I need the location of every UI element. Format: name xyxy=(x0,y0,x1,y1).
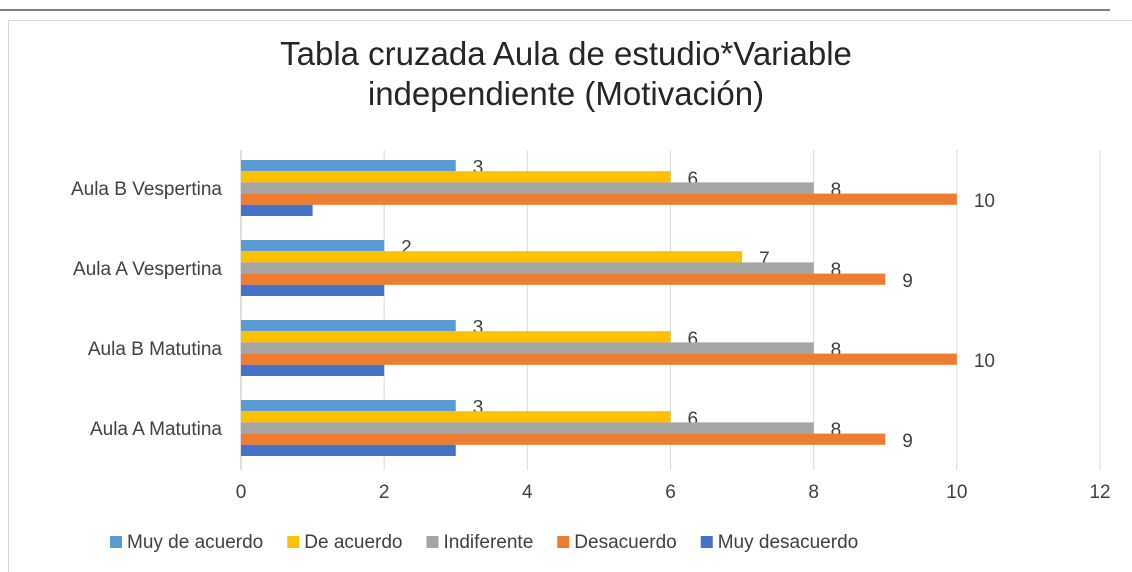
bar xyxy=(241,284,385,296)
x-tick-label: 8 xyxy=(808,482,819,503)
data-label: 3 xyxy=(473,398,484,419)
data-label: 10 xyxy=(974,191,995,212)
legend-swatch xyxy=(110,536,122,548)
x-tick-label: 4 xyxy=(522,482,533,503)
bar xyxy=(241,320,456,332)
legend-label: Desacuerdo xyxy=(574,532,676,553)
bar xyxy=(241,182,814,194)
x-tick-label: 0 xyxy=(236,482,247,503)
bar xyxy=(241,262,814,274)
legend-swatch xyxy=(426,536,439,548)
data-label: 3 xyxy=(473,318,484,339)
data-label: 6 xyxy=(688,409,699,430)
x-tick-label: 12 xyxy=(1089,482,1110,503)
x-tick-label: 6 xyxy=(665,482,676,503)
bar xyxy=(241,364,385,376)
bar xyxy=(241,171,671,183)
legend-swatch xyxy=(287,536,300,548)
bar xyxy=(241,342,814,354)
legend-swatch xyxy=(557,536,570,548)
legend-swatch xyxy=(700,536,713,548)
legend-label: Muy de acuerdo xyxy=(127,532,263,553)
bar xyxy=(241,444,456,456)
data-label: 8 xyxy=(831,260,842,281)
bar xyxy=(241,411,671,423)
bar xyxy=(241,204,313,216)
chart-title: Tabla cruzada Aula de estudio*Variable i… xyxy=(280,35,852,112)
bar xyxy=(241,433,886,445)
data-label: 8 xyxy=(831,340,842,361)
data-label: 2 xyxy=(401,238,412,259)
data-label: 8 xyxy=(831,420,842,441)
bar xyxy=(241,240,385,252)
legend-label: De acuerdo xyxy=(304,532,402,553)
data-label: 3 xyxy=(473,158,484,179)
data-label: 8 xyxy=(831,180,842,201)
x-tick-label: 10 xyxy=(946,482,967,503)
y-tick-label: Aula B Matutina xyxy=(88,339,223,360)
bar xyxy=(241,331,671,343)
bar xyxy=(241,353,957,365)
bar xyxy=(241,400,456,412)
bar xyxy=(241,160,456,172)
data-label: 6 xyxy=(688,329,699,350)
bar xyxy=(241,193,957,205)
chart-frame xyxy=(8,20,1132,572)
data-label: 9 xyxy=(902,431,913,452)
bar xyxy=(241,422,814,434)
data-label: 6 xyxy=(688,169,699,190)
data-label: 7 xyxy=(759,249,770,270)
y-tick-label: Aula A Vespertina xyxy=(73,259,222,280)
x-tick-label: 2 xyxy=(379,482,390,503)
legend-label: Muy desacuerdo xyxy=(718,532,858,553)
bar xyxy=(241,273,886,285)
y-tick-label: Aula B Vespertina xyxy=(71,179,222,200)
y-tick-label: Aula A Matutina xyxy=(90,419,222,440)
data-label: 9 xyxy=(902,271,913,292)
bar xyxy=(241,251,743,263)
data-label: 10 xyxy=(974,351,995,372)
legend-label: Indiferente xyxy=(443,532,533,553)
